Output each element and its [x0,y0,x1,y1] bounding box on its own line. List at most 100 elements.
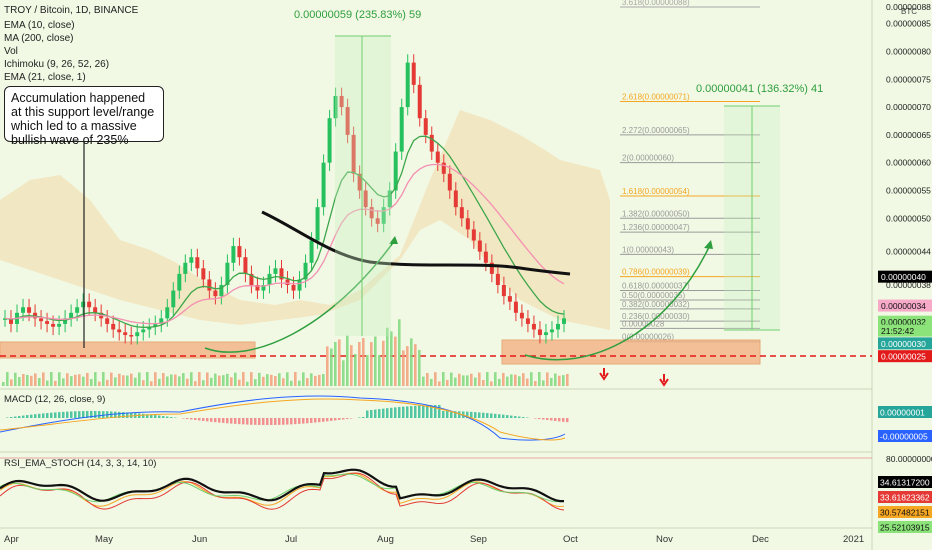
candle-body [369,207,374,219]
fib-label: 0.00000028 [622,319,665,328]
volume-bar [514,374,517,386]
volume-bar [318,374,321,386]
volume-bar [314,375,317,386]
macd-hist [298,418,301,424]
macd-hist [546,418,549,420]
volume-bar [254,379,257,386]
volume-bar [274,376,277,386]
candle-body [27,307,32,313]
fib-label: 0.236(0.00000030) [622,312,690,321]
fib-label: 3.618(0.00000088) [622,0,690,7]
accumulation-callout[interactable]: Accumulation happened at this support le… [4,86,164,147]
rsi-line [0,468,564,503]
candle-body [465,218,470,230]
volume-bar [470,373,473,386]
candle-body [243,257,248,274]
macd-hist [306,418,309,424]
indicator-label: Vol [4,46,18,57]
macd-hist [542,418,545,420]
volume-bar [58,372,61,386]
volume-bar [546,372,549,386]
volume-bar [562,375,565,386]
volume-bar [194,381,197,386]
indicator-label: MA (200, close) [4,33,73,44]
macd-hist [238,418,241,425]
macd-hist [318,418,321,423]
candle-body [267,273,272,285]
macd-hist [102,411,105,418]
time-tick: Oct [563,534,578,545]
candle-body [345,107,350,135]
price-tick: 0.00000075 [886,74,931,84]
volume-bar [258,372,261,386]
candle-body [453,190,458,208]
volume-bar [310,373,313,386]
macd-hist [218,418,221,423]
volume-bar [222,375,225,386]
volume-bar [334,341,337,386]
candle-body [3,318,7,320]
volume-bar [186,378,189,386]
candle-body [45,321,50,324]
macd-hist [510,415,513,418]
price-tick: 0.00000038 [886,280,931,290]
price-badge: 0.00000030 [881,339,926,349]
volume-bar [290,380,293,386]
rsi-axis-top: 80.00000000 [886,454,932,464]
volume-bar [410,338,413,386]
volume-bar [442,372,445,386]
candle-body [69,312,74,319]
candle-body [399,107,404,152]
ma200-line [261,210,571,276]
volume-bar [278,373,281,386]
volume-bar [230,377,233,386]
macd-hist [158,415,161,418]
macd-hist [418,405,421,418]
candle-body [501,285,506,297]
candle-body [495,273,500,285]
volume-bar [210,377,213,386]
price-tick: 0.00000070 [886,102,931,112]
volume-bar [122,375,125,386]
rsi-ema [0,473,565,503]
candle-body [303,262,308,280]
volume-bar [306,378,309,386]
rsi-pane: 34.61317200 33.61823362 30.57482151 25.5210… [0,468,932,533]
macd-hist [518,416,521,418]
candle-body [375,218,380,224]
candle-body [423,118,428,135]
volume-bar [182,373,185,386]
volume-bar [158,378,161,386]
candle-body [381,207,386,224]
candle-body [513,301,518,313]
rsi-badge-bg [878,521,932,533]
volume-bar [490,381,493,386]
candle-body [339,95,344,108]
macd-hist [262,418,265,425]
candle-body [111,323,116,330]
candle-body [561,318,566,324]
macd-hist [86,411,89,418]
candle-body [183,262,188,274]
macd-hist [182,418,185,419]
macd-hist [10,417,13,418]
price-tick: 0.00000055 [886,185,931,195]
time-tick: Sep [470,534,487,545]
rsi-badge: 25.52103915 [880,523,930,533]
volume-bar [346,335,349,386]
volume-bars [2,319,569,386]
candle-body [273,268,278,274]
candle-body [405,62,410,108]
candle-body [201,268,206,280]
volume-bar [402,350,405,386]
macd-hist [222,418,225,423]
macd-hist [226,418,229,424]
macd-hist [254,418,257,425]
volume-bar [358,341,361,386]
macd-hist [258,418,261,425]
volume-bar [558,375,561,386]
macd-hist [558,418,561,422]
price-badge-bg [878,299,932,312]
volume-bar [66,373,69,386]
macd-hist [26,415,29,418]
